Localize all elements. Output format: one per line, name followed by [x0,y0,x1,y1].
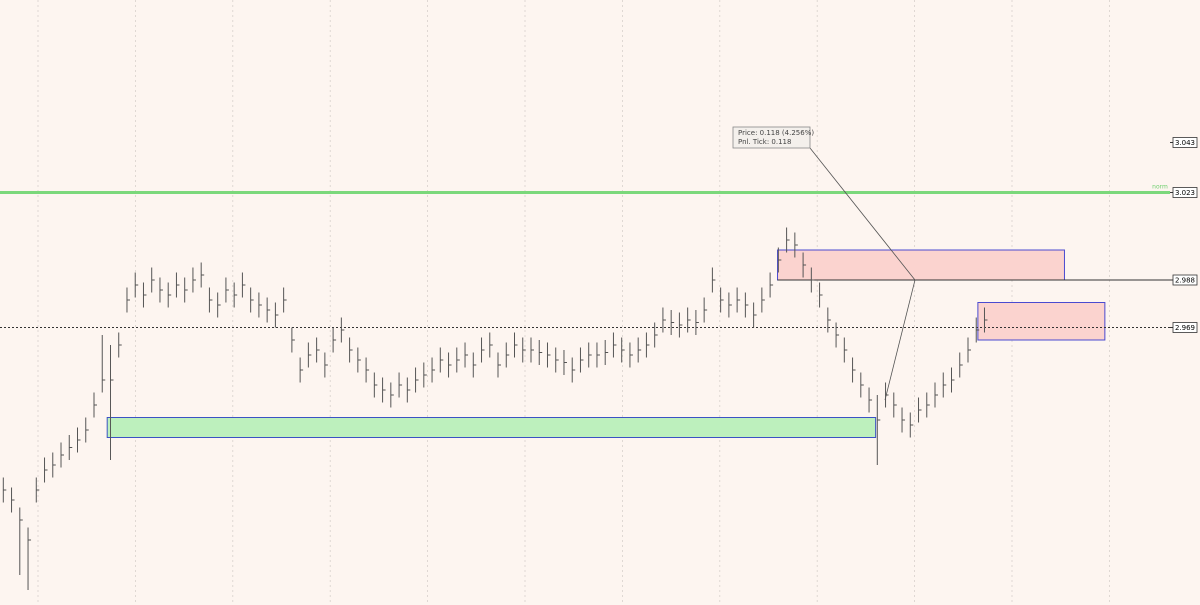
y-tick-label: 2.988 [1175,277,1195,285]
plot [0,191,1170,590]
tick-box [1172,187,1198,198]
measure-line [809,147,916,401]
annotation-line: Price: 0.118 (4.256%) [738,129,814,137]
annotation-box [732,126,811,149]
y-tick-label: 2.969 [1175,324,1195,332]
y-tick-label: 3.043 [1175,139,1195,147]
tick-box [1172,322,1198,333]
tick-box [1172,274,1198,286]
grid [37,0,1110,605]
zone [777,249,1065,281]
annotation-line: Pnl. Tick: 0.118 [738,138,791,146]
line-label: norm [1152,184,1168,191]
tick-box [1172,137,1198,148]
y-tick-label: 3.023 [1175,189,1195,197]
zone [106,417,877,438]
zone [977,302,1106,341]
